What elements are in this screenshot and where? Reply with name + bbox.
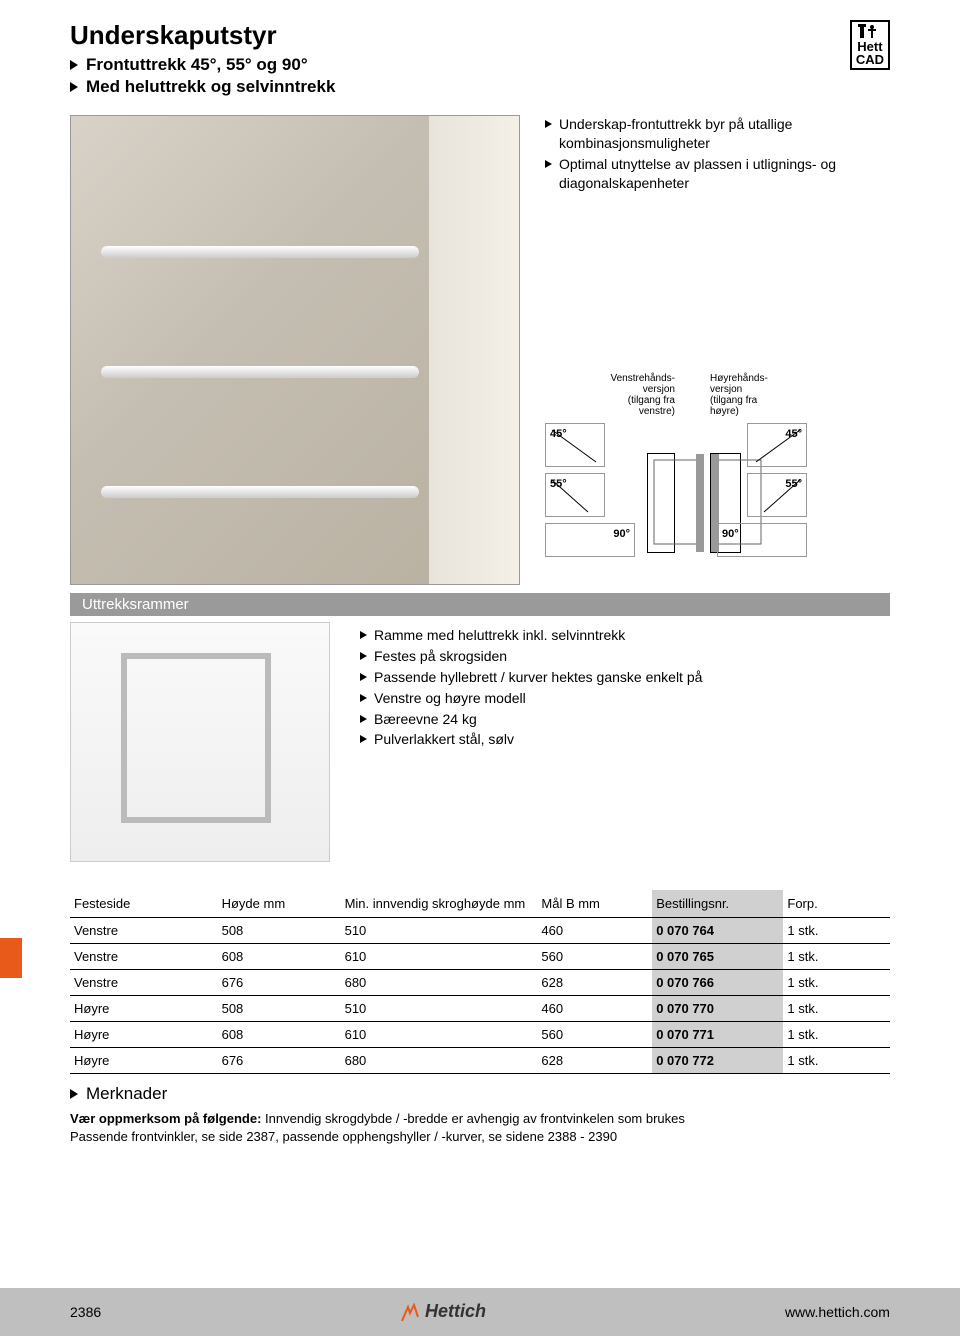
- table-cell: 0 070 772: [652, 1048, 783, 1074]
- table-row: Høyre6766806280 070 7721 stk.: [70, 1048, 890, 1074]
- cad-text-bottom: CAD: [856, 53, 884, 66]
- right-version-label: Høyrehånds- versjon (tilgang fra høyre): [710, 373, 840, 417]
- table-cell: 610: [341, 944, 538, 970]
- table-cell: Venstre: [70, 918, 218, 944]
- table-row: Venstre6766806280 070 7661 stk.: [70, 970, 890, 996]
- triangle-icon: [70, 60, 78, 70]
- table-cell: 510: [341, 918, 538, 944]
- cabinet-outline-left: [647, 453, 675, 553]
- table-cell: 608: [218, 1022, 341, 1048]
- table-cell: 608: [218, 944, 341, 970]
- table-cell: Høyre: [70, 996, 218, 1022]
- table-cell: Høyre: [70, 1048, 218, 1074]
- table-row: Venstre6086105600 070 7651 stk.: [70, 944, 890, 970]
- triangle-icon: [545, 160, 552, 168]
- table-cell: 628: [537, 1048, 652, 1074]
- col-hoyde: Høyde mm: [218, 890, 341, 918]
- col-bestnr: Bestillingsnr.: [652, 890, 783, 918]
- table-cell: 628: [537, 970, 652, 996]
- triangle-icon: [360, 694, 367, 702]
- table-cell: 460: [537, 996, 652, 1022]
- table-cell: 1 stk.: [783, 1048, 890, 1074]
- cad-badge: Hett CAD: [850, 20, 890, 70]
- version-diagrams: Venstrehånds- versjon (tilgang fra venst…: [545, 373, 890, 557]
- page-number: 2386: [70, 1304, 101, 1320]
- page-title: Underskaputstyr: [70, 20, 335, 51]
- notes-heading: Merknader: [70, 1084, 890, 1104]
- table-cell: 676: [218, 970, 341, 996]
- triangle-icon: [360, 652, 367, 660]
- table-cell: 1 stk.: [783, 918, 890, 944]
- table-row: Høyre6086105600 070 7711 stk.: [70, 1022, 890, 1048]
- table-cell: 610: [341, 1022, 538, 1048]
- subtitle-2: Med heluttrekk og selvinntrekk: [70, 77, 335, 97]
- table-cell: 0 070 765: [652, 944, 783, 970]
- triangle-icon: [70, 82, 78, 92]
- side-tab: [0, 938, 22, 978]
- frame-bullets: Ramme med heluttrekk inkl. selvinntrekk …: [360, 626, 702, 751]
- frame-image: [70, 622, 330, 862]
- subtitle-1: Frontuttrekk 45°, 55° og 90°: [70, 55, 335, 75]
- table-cell: 1 stk.: [783, 1022, 890, 1048]
- table-cell: 0 070 770: [652, 996, 783, 1022]
- table-cell: 460: [537, 918, 652, 944]
- table-cell: 1 stk.: [783, 996, 890, 1022]
- section-title: Uttrekksrammer: [70, 593, 890, 616]
- table-cell: 680: [341, 1048, 538, 1074]
- table-cell: Venstre: [70, 970, 218, 996]
- header: Underskaputstyr Frontuttrekk 45°, 55° og…: [70, 20, 890, 97]
- table-cell: 0 070 764: [652, 918, 783, 944]
- table-cell: 0 070 766: [652, 970, 783, 996]
- product-table: Festeside Høyde mm Min. innvendig skrogh…: [70, 890, 890, 1074]
- col-forp: Forp.: [783, 890, 890, 918]
- table-cell: 560: [537, 944, 652, 970]
- triangle-icon: [545, 120, 552, 128]
- table-cell: 560: [537, 1022, 652, 1048]
- table-cell: 1 stk.: [783, 944, 890, 970]
- intro-bullets: Underskap-frontuttrekk byr på utallige k…: [545, 115, 890, 193]
- table-header-row: Festeside Høyde mm Min. innvendig skrogh…: [70, 890, 890, 918]
- table-cell: 676: [218, 1048, 341, 1074]
- triangle-icon: [360, 631, 367, 639]
- table-cell: 0 070 771: [652, 1022, 783, 1048]
- table-cell: 508: [218, 996, 341, 1022]
- table-cell: 508: [218, 918, 341, 944]
- title-block: Underskaputstyr Frontuttrekk 45°, 55° og…: [70, 20, 335, 97]
- left-version-label: Venstrehånds- versjon (tilgang fra venst…: [545, 373, 675, 417]
- product-photo: [70, 115, 520, 585]
- triangle-icon: [360, 715, 367, 723]
- col-skroghoyde: Min. innvendig skroghøyde mm: [341, 890, 538, 918]
- col-malb: Mål B mm: [537, 890, 652, 918]
- table-cell: 680: [341, 970, 538, 996]
- table-cell: 1 stk.: [783, 970, 890, 996]
- table-cell: Venstre: [70, 944, 218, 970]
- triangle-icon: [70, 1089, 78, 1099]
- table-row: Venstre5085104600 070 7641 stk.: [70, 918, 890, 944]
- footer: 2386 Hettich www.hettich.com: [0, 1288, 960, 1336]
- notes-body: Vær oppmerksom på følgende: Innvendig sk…: [70, 1110, 890, 1145]
- col-festeside: Festeside: [70, 890, 218, 918]
- table-row: Høyre5085104600 070 7701 stk.: [70, 996, 890, 1022]
- triangle-icon: [360, 735, 367, 743]
- footer-url: www.hettich.com: [785, 1304, 890, 1320]
- tools-icon: [856, 24, 884, 40]
- triangle-icon: [360, 673, 367, 681]
- table-cell: 510: [341, 996, 538, 1022]
- footer-logo: Hettich: [400, 1301, 486, 1322]
- table-cell: Høyre: [70, 1022, 218, 1048]
